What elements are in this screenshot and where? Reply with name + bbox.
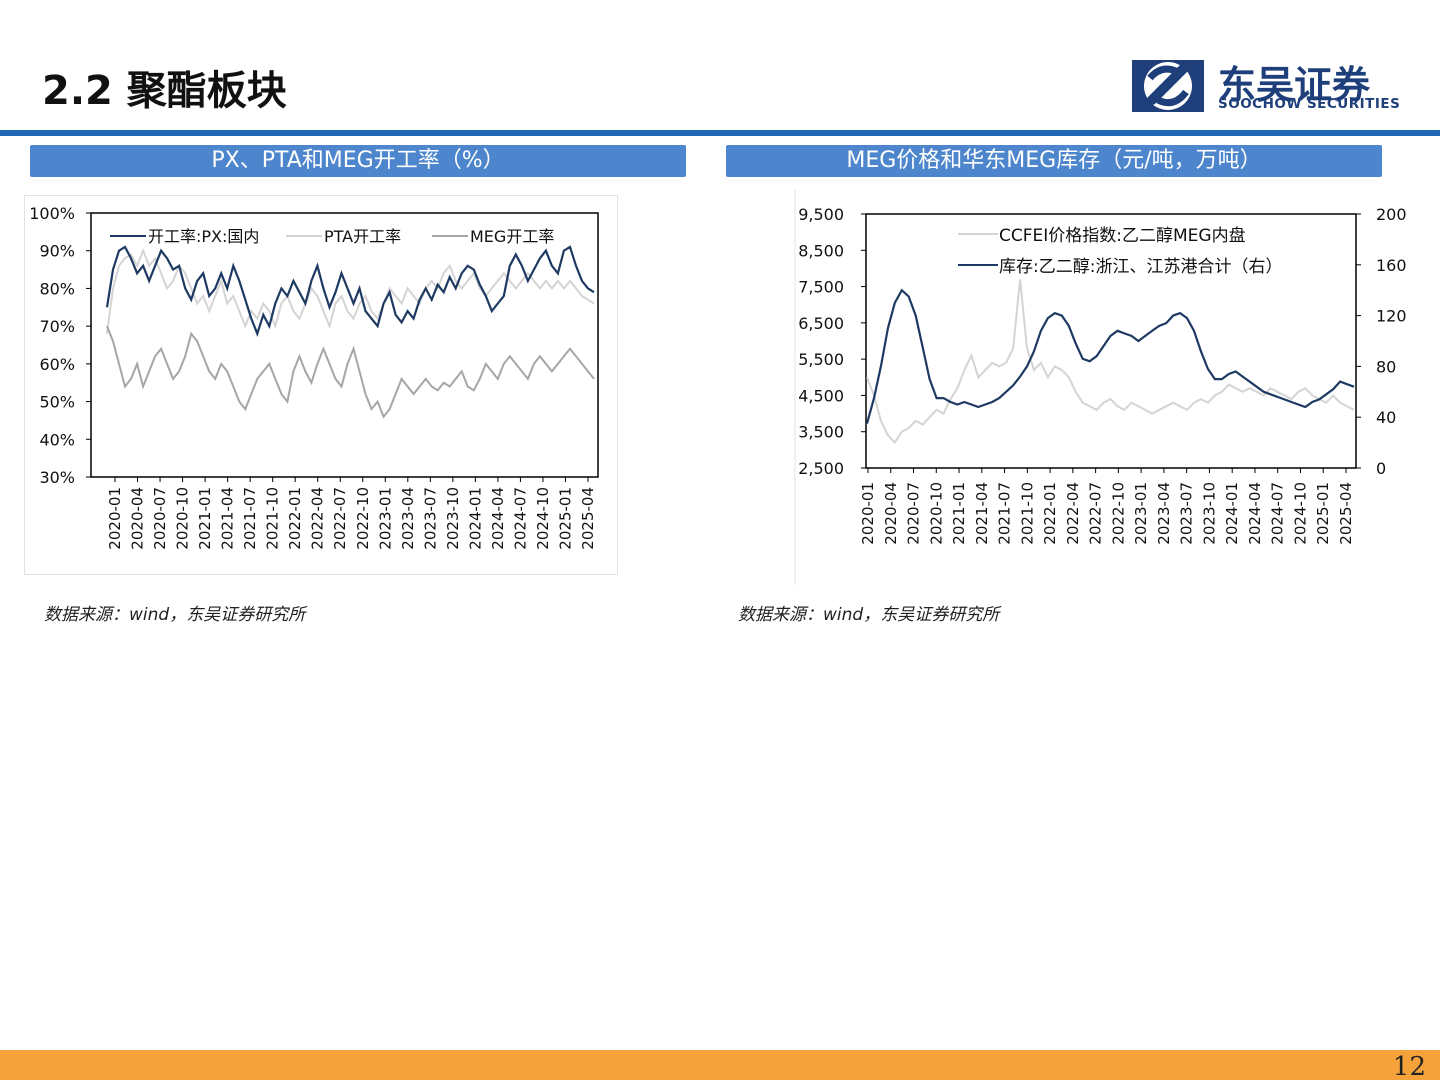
x-tick-label: 2022-07 xyxy=(1087,482,1105,545)
x-tick-label: 2021-07 xyxy=(996,482,1014,545)
series-line-0 xyxy=(866,279,1355,445)
x-tick-label: 2025-04 xyxy=(1337,482,1355,545)
x-tick-label: 2024-04 xyxy=(1246,482,1264,545)
y-left-tick-label: 8,500 xyxy=(798,241,844,260)
legend-label-1: 库存:乙二醇:浙江、江苏港合计（右） xyxy=(999,257,1282,277)
left-source-note: 数据来源：wind，东吴证券研究所 xyxy=(44,605,306,625)
right-chart: 9,500 8,500 7,500 6,500 5,500 4,500 3,500 2,500… xyxy=(794,190,1407,585)
y-right-tick-label: 40 xyxy=(1376,408,1396,427)
x-tick-label: 2022-04 xyxy=(1064,482,1082,545)
footer-bar xyxy=(0,1050,1440,1080)
x-tick-label: 2023-01 xyxy=(1132,482,1150,545)
y-left-tick-label: 4,500 xyxy=(798,386,844,405)
y-tick-label: 90% xyxy=(39,242,75,261)
plot-area xyxy=(865,213,1357,469)
header-divider xyxy=(0,130,1440,136)
y-left-tick-label: 2,500 xyxy=(798,459,844,478)
x-tick-label: 2024-04 xyxy=(489,487,507,550)
x-tick-label: 2024-01 xyxy=(466,487,484,550)
legend-label-2: MEG开工率 xyxy=(470,227,554,246)
x-tick-label: 2021-01 xyxy=(950,482,968,545)
series-line-1 xyxy=(106,247,595,334)
x-tick-label: 2021-01 xyxy=(196,487,214,550)
x-tick-label: 2024-07 xyxy=(511,487,529,550)
y-tick-label: 70% xyxy=(39,317,75,336)
y-tick-label: 50% xyxy=(39,393,75,412)
x-tick-label: 2023-07 xyxy=(1178,482,1196,545)
x-tick-label: 2022-01 xyxy=(286,487,304,550)
x-tick-label: 2022-01 xyxy=(1041,482,1059,545)
x-tick-label: 2025-04 xyxy=(579,487,597,550)
y-tick-label: 40% xyxy=(39,430,75,449)
x-tick-label: 2025-01 xyxy=(556,487,574,550)
y-tick-label: 80% xyxy=(39,279,75,298)
x-tick-label: 2023-04 xyxy=(1155,482,1173,545)
x-tick-label: 2023-10 xyxy=(444,487,462,550)
x-tick-label: 2020-01 xyxy=(859,482,877,545)
x-tick-label: 2024-10 xyxy=(1291,482,1309,545)
y-left-tick-label: 6,500 xyxy=(798,314,844,333)
x-tick-label: 2022-07 xyxy=(331,487,349,550)
y-tick-label: 30% xyxy=(39,468,75,487)
x-tick-label: 2021-04 xyxy=(973,482,991,545)
x-tick-label: 2023-10 xyxy=(1200,482,1218,545)
page-title: 2.2 聚酯板块 xyxy=(42,68,287,114)
soochow-logo-icon xyxy=(1132,60,1204,112)
x-tick-label: 2020-10 xyxy=(927,482,945,545)
y-right-tick-label: 160 xyxy=(1376,256,1407,275)
x-tick-label: 2021-10 xyxy=(264,487,282,550)
brand-logo: 东吴证券 SOOCHOW SECURITIES xyxy=(1132,52,1412,116)
x-tick-label: 2023-01 xyxy=(376,487,394,550)
plot-area xyxy=(90,212,599,478)
y-left-tick-label: 5,500 xyxy=(798,350,844,369)
x-tick-label: 2024-10 xyxy=(534,487,552,550)
y-tick-label: 60% xyxy=(39,355,75,374)
logo-text-en: SOOCHOW SECURITIES xyxy=(1218,96,1401,112)
y-right-tick-label: 200 xyxy=(1376,205,1407,224)
legend-label-0: 开工率:PX:国内 xyxy=(148,227,259,246)
x-tick-label: 2021-07 xyxy=(241,487,259,550)
x-tick-label: 2022-10 xyxy=(354,487,372,550)
x-tick-label: 2020-04 xyxy=(129,487,147,550)
legend-label-1: PTA开工率 xyxy=(324,227,401,246)
x-tick-label: 2023-04 xyxy=(399,487,417,550)
y-left-tick-label: 9,500 xyxy=(798,205,844,224)
x-tick-label: 2021-10 xyxy=(1018,482,1036,545)
x-tick-label: 2020-10 xyxy=(174,487,192,550)
logo-text-cn: 东吴证券 xyxy=(1218,63,1371,107)
right-panel-header: MEG价格和华东MEG库存（元/吨，万吨） xyxy=(726,145,1382,177)
x-tick-label: 2025-01 xyxy=(1314,482,1332,545)
x-tick-label: 2022-10 xyxy=(1109,482,1127,545)
x-tick-label: 2020-04 xyxy=(882,482,900,545)
x-tick-label: 2024-01 xyxy=(1223,482,1241,545)
page-number: 12 xyxy=(1392,1052,1426,1082)
x-tick-label: 2022-04 xyxy=(309,487,327,550)
legend-label-0: CCFEI价格指数:乙二醇MEG内盘 xyxy=(999,226,1246,246)
x-tick-label: 2020-07 xyxy=(905,482,923,545)
x-tick-label: 2020-07 xyxy=(151,487,169,550)
series-line-1 xyxy=(865,288,1355,424)
y-left-tick-label: 7,500 xyxy=(798,278,844,297)
y-left-tick-label: 3,500 xyxy=(798,423,844,442)
x-tick-label: 2021-04 xyxy=(219,487,237,550)
series-line-2 xyxy=(106,325,595,419)
x-tick-label: 2020-01 xyxy=(106,487,124,550)
x-tick-label: 2024-07 xyxy=(1269,482,1287,545)
y-right-tick-label: 120 xyxy=(1376,307,1407,326)
left-chart: 100%90%80%70%60%50%40%30%2020-01 2020-04 2… xyxy=(24,195,618,575)
y-right-tick-label: 0 xyxy=(1376,459,1386,478)
x-tick-label: 2023-07 xyxy=(421,487,439,550)
series-line-0 xyxy=(105,245,595,337)
left-panel-header: PX、PTA和MEG开工率（%） xyxy=(30,145,686,177)
right-source-note: 数据来源：wind，东吴证券研究所 xyxy=(738,605,1000,625)
y-tick-label: 100% xyxy=(29,204,75,223)
y-right-tick-label: 80 xyxy=(1376,357,1396,376)
